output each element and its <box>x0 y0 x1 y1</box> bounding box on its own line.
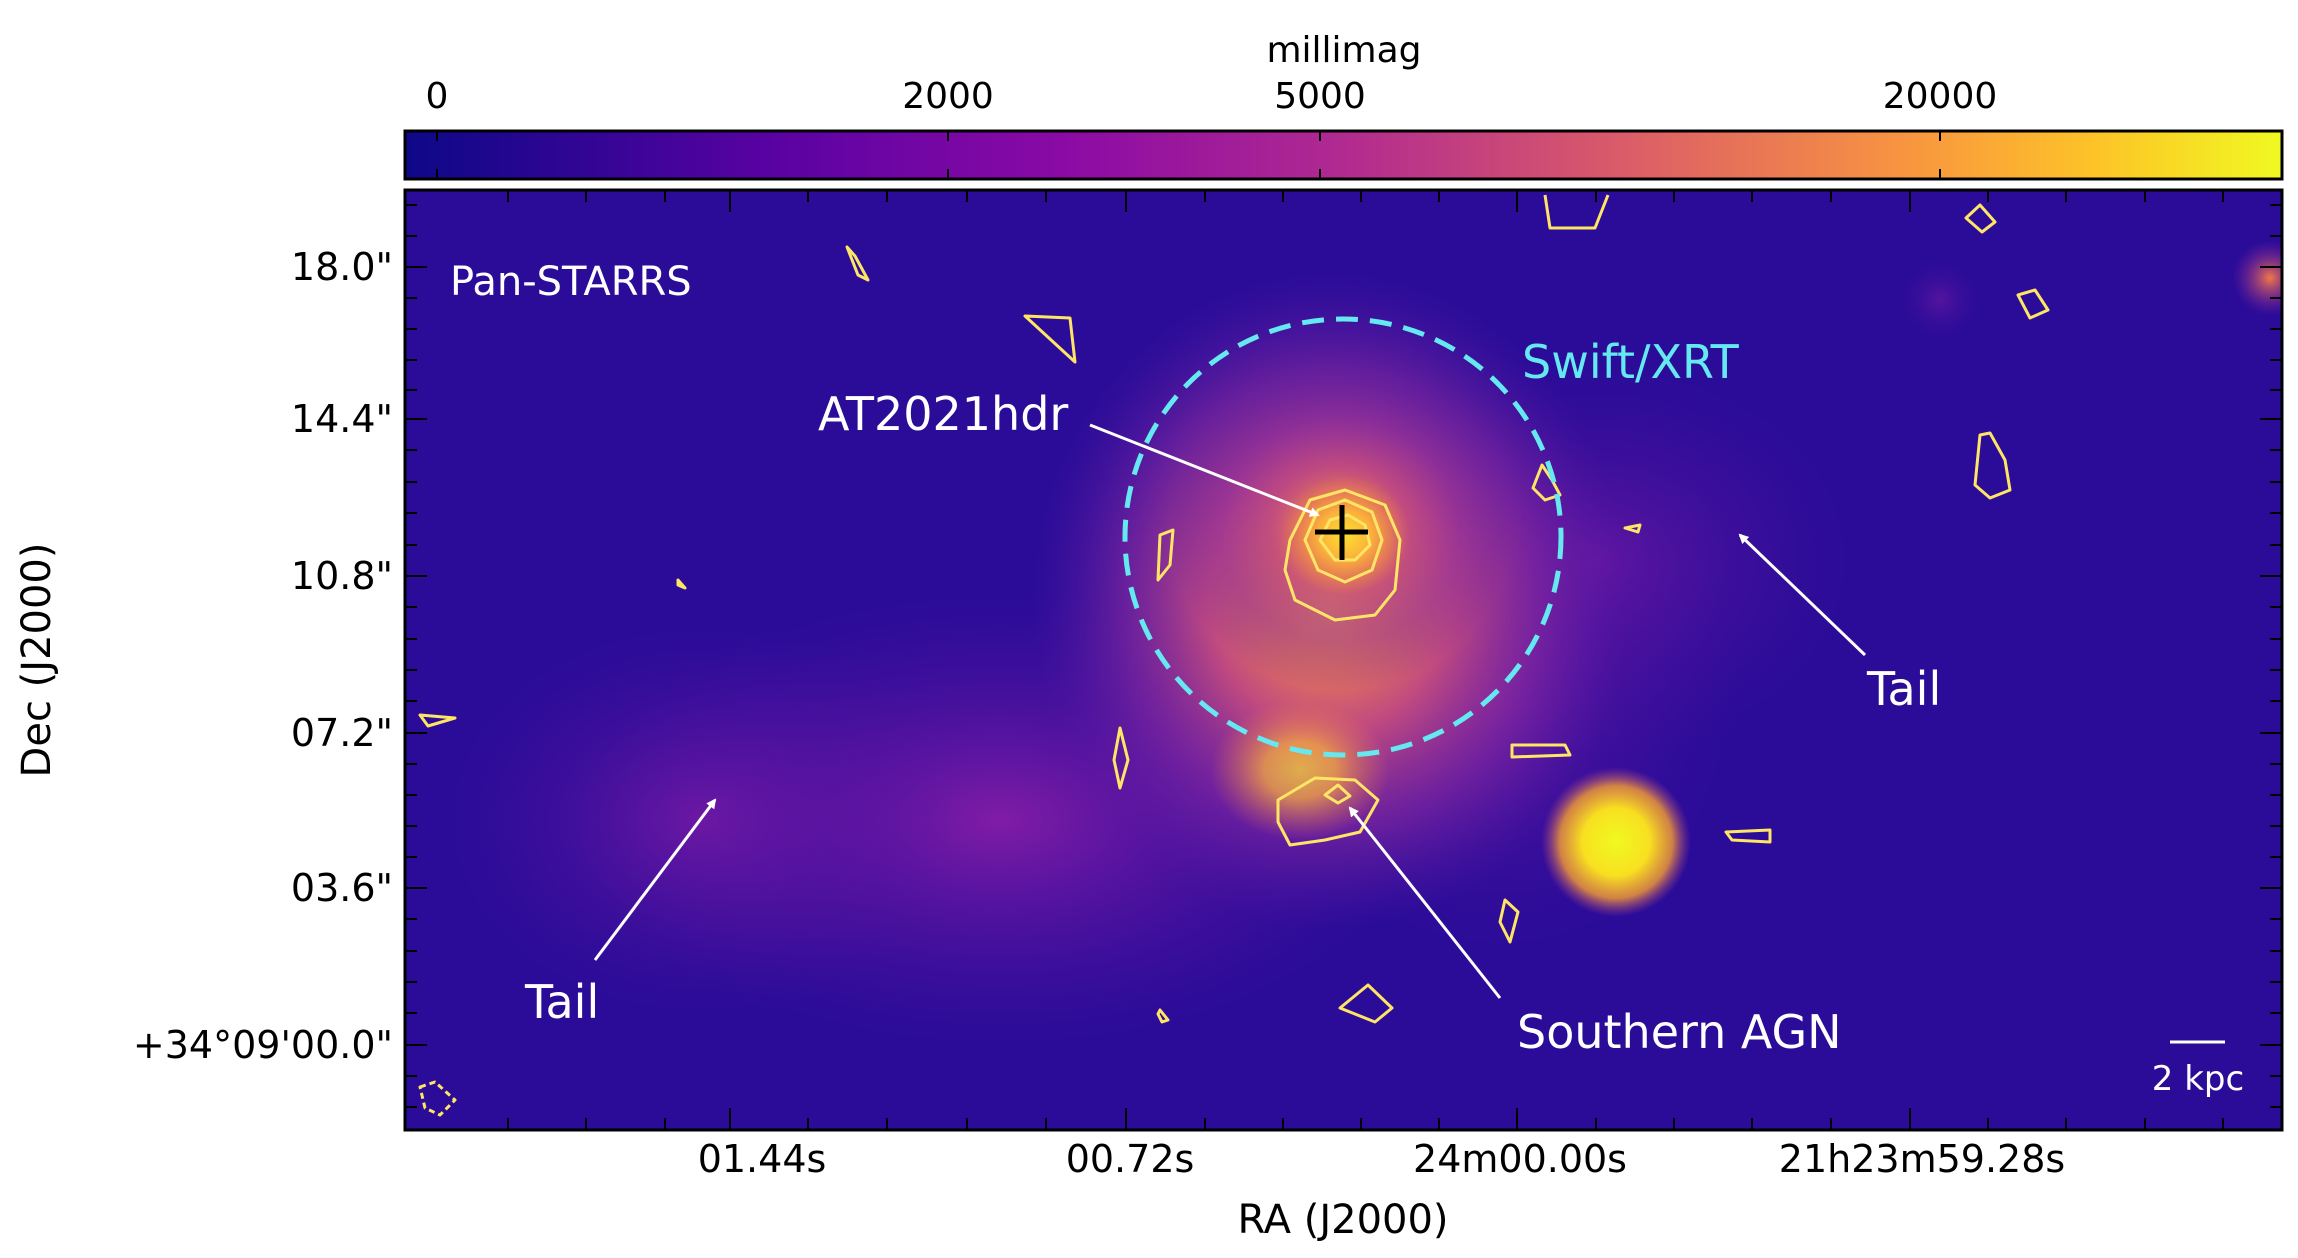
y-tick-0: 18.0" <box>291 245 393 289</box>
x-tick-3: 21h23m59.28s <box>1779 1137 2065 1181</box>
tail-right-label: Tail <box>1866 662 1941 716</box>
colorbar-tick-2: 5000 <box>1274 76 1366 117</box>
colorbar-tick-3: 20000 <box>1883 76 1998 117</box>
arrow-southern <box>1348 806 1502 999</box>
y-axis-label: Dec (J2000) <box>14 543 60 778</box>
x-axis-label: RA (J2000) <box>1237 1197 1448 1243</box>
southern-agn-label: Southern AGN <box>1517 1005 1842 1059</box>
colorbar-tick-1: 2000 <box>902 76 994 117</box>
x-tick-2: 24m00.00s <box>1413 1137 1627 1181</box>
arrow-tail-left <box>593 798 717 961</box>
source-label: AT2021hdr <box>818 387 1068 441</box>
x-tick-0: 01.44s <box>698 1137 827 1181</box>
y-tick-5: +34°09'00.0" <box>133 1023 393 1067</box>
y-tick-3: 07.2" <box>291 711 393 755</box>
axis-ticks <box>405 190 2282 1130</box>
tail-left-label: Tail <box>524 975 599 1029</box>
annotation-arrows <box>593 423 1867 999</box>
y-tick-4: 03.6" <box>291 866 393 910</box>
y-tick-2: 10.8" <box>291 554 393 598</box>
image-frame <box>403 188 2284 1132</box>
crosshair-marker <box>1315 505 1368 560</box>
arrow-tail-right <box>1738 533 1867 657</box>
colorbar-tick-marks <box>436 131 1941 179</box>
contours <box>418 194 2050 1117</box>
arrow-source <box>1089 423 1320 517</box>
colorbar-label: millimag <box>1266 30 1421 71</box>
colorbar-tick-0: 0 <box>426 76 449 117</box>
colorbar <box>403 129 2284 181</box>
scale-bar-label: 2 kpc <box>2152 1059 2244 1099</box>
xrt-label: Swift/XRT <box>1522 335 1740 389</box>
swift-xrt-circle <box>1122 316 1564 758</box>
image-panel <box>405 190 2282 1130</box>
y-tick-1: 14.4" <box>291 397 393 441</box>
x-tick-1: 00.72s <box>1066 1137 1195 1181</box>
survey-label: Pan-STARRS <box>450 259 692 305</box>
